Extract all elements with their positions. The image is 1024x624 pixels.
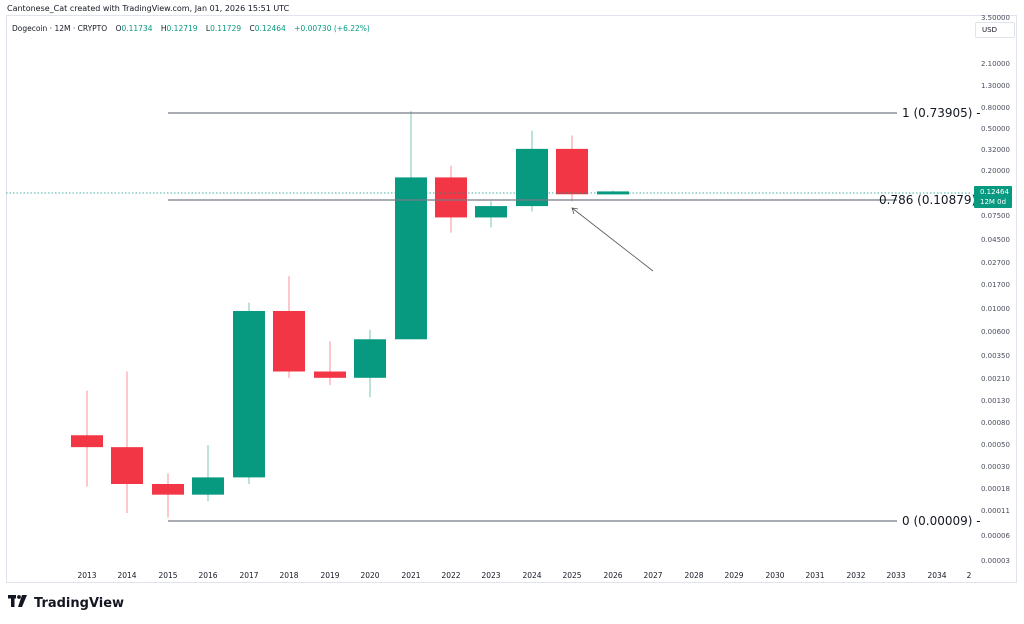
currency-button[interactable]: USD [975,22,1015,38]
year-tick: 2018 [279,571,299,580]
price-tick: 0.01000 [981,305,1010,313]
year-tick: 2022 [441,571,461,580]
price-tick: 2.10000 [981,60,1010,68]
symbol-name: Dogecoin · 12M · CRYPTO [12,24,108,33]
low-label: L [205,24,211,33]
high-value: 0.12719 [166,24,198,33]
change-value: +0.00730 (+6.22%) [294,24,370,33]
candle-2026 [597,190,629,195]
last-price-timeframe: 12M 0d [980,198,1007,206]
year-tick: 2024 [522,571,542,580]
price-tick: 0.02700 [981,259,1010,267]
candle-2025 [556,135,588,202]
price-tick: 0.00006 [981,532,1010,540]
symbol-legend: Dogecoin · 12M · CRYPTO O0.11734 H0.1271… [12,24,370,33]
year-tick: 2029 [724,571,744,580]
last-price-badge: 0.12464 12M 0d [974,186,1012,208]
price-tick: 0.01700 [981,281,1010,289]
open-value: 0.11734 [121,24,153,33]
candle-2013 [71,390,103,487]
year-tick: 2032 [846,571,866,580]
candle-2022 [435,165,467,233]
candle-2014 [111,371,143,513]
year-tick: 2013 [77,571,97,580]
year-tick: 2028 [684,571,704,580]
tradingview-logo-icon [8,595,28,611]
year-tick: 2025 [562,571,582,580]
year-tick: 2016 [198,571,218,580]
year-tick: 2020 [360,571,380,580]
tradingview-logo[interactable]: TradingView [8,595,124,611]
last-price-value: 0.12464 [980,188,1009,196]
price-tick: 0.00018 [981,485,1010,493]
tradingview-logo-text: TradingView [34,595,125,611]
fib-lines-group [168,112,897,522]
price-tick: 0.00350 [981,352,1010,360]
year-tick: 2027 [643,571,663,580]
price-tick: 0.32000 [981,146,1010,154]
price-tick: 0.80000 [981,104,1010,112]
fib-level-label: 0 (0.00009) - [902,514,981,528]
low-value: 0.11729 [210,24,242,33]
year-tick: 2 [966,571,972,580]
price-tick: 0.20000 [981,167,1010,175]
chart-credit: Cantonese_Cat created with TradingView.c… [7,4,290,13]
year-tick: 2014 [117,571,137,580]
price-tick: 0.00130 [981,397,1010,405]
year-tick: 2017 [239,571,259,580]
fib-level-label: 1 (0.73905) - [902,106,981,120]
year-tick: 2019 [320,571,340,580]
price-tick: 3.50000 [981,14,1010,22]
price-tick: 0.50000 [981,125,1010,133]
high-label: H [160,24,167,33]
year-tick: 2030 [765,571,785,580]
candles-group [71,111,629,518]
price-tick: 0.00011 [981,507,1010,515]
candle-2023 [475,201,507,228]
price-tick: 0.07500 [981,212,1010,220]
arrow-annotation [571,207,654,272]
candle-2024 [516,130,548,212]
close-value: 0.12464 [254,24,286,33]
candle-2019 [314,341,346,386]
candle-2018 [273,276,305,378]
year-tick: 2021 [401,571,421,580]
candle-2015 [152,473,184,518]
price-tick: 0.00003 [981,557,1010,565]
year-tick: 2026 [603,571,623,580]
fib-level-label: 0.786 (0.10879) - [879,193,985,207]
candle-2017 [233,302,265,485]
price-tick: 1.30000 [981,82,1010,90]
year-tick: 2031 [805,571,825,580]
price-axis[interactable] [972,16,1016,566]
year-tick: 2023 [481,571,501,580]
price-tick: 0.00050 [981,441,1010,449]
close-label: C [249,24,255,33]
year-tick: 2015 [158,571,178,580]
price-tick: 0.00080 [981,419,1010,427]
candle-2020 [354,329,386,398]
open-label: O [115,24,122,33]
price-tick: 0.00030 [981,463,1010,471]
year-tick: 2034 [927,571,947,580]
year-tick: 2033 [886,571,906,580]
price-tick: 0.04500 [981,236,1010,244]
candle-2021 [395,111,427,340]
price-tick: 0.00210 [981,375,1010,383]
price-tick: 0.00600 [981,328,1010,336]
candle-2016 [192,445,224,502]
